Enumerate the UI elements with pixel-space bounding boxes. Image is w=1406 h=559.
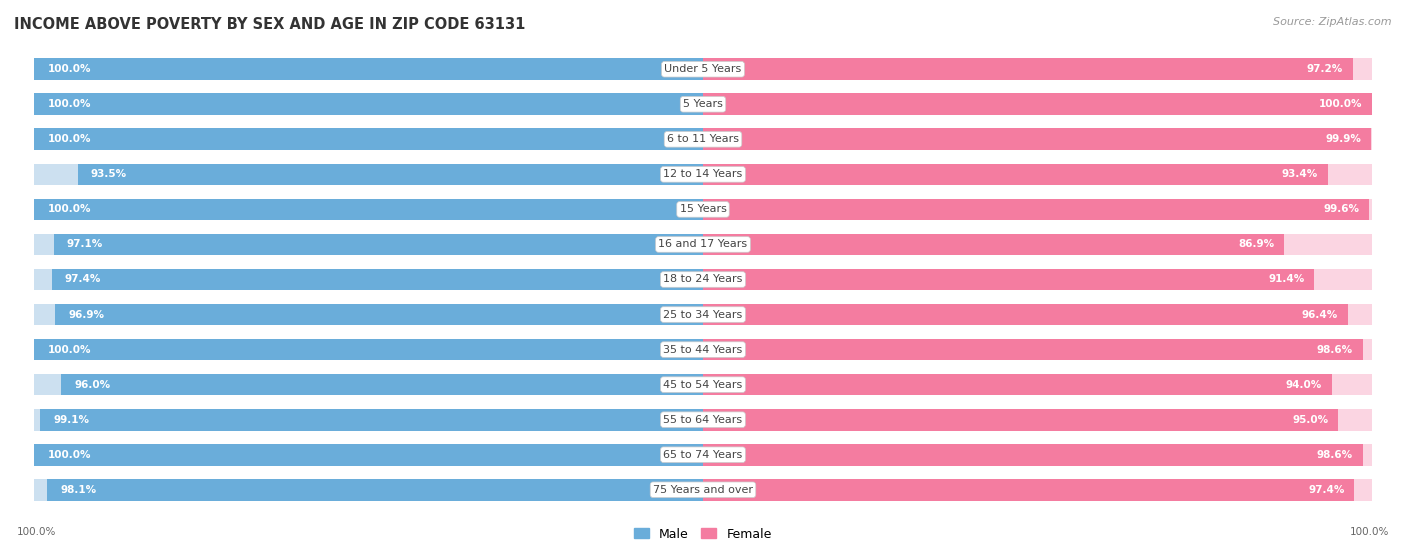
Bar — [703, 339, 1362, 361]
Bar — [703, 164, 1327, 185]
Bar — [34, 444, 703, 466]
Bar — [703, 234, 1372, 255]
Text: 5 Years: 5 Years — [683, 100, 723, 110]
Text: 6 to 11 Years: 6 to 11 Years — [666, 134, 740, 144]
Text: 100.0%: 100.0% — [1350, 527, 1389, 537]
Text: 16 and 17 Years: 16 and 17 Years — [658, 239, 748, 249]
Bar — [34, 58, 703, 80]
Bar — [703, 58, 1372, 80]
Text: 45 to 54 Years: 45 to 54 Years — [664, 380, 742, 390]
Bar — [34, 234, 703, 255]
Legend: Male, Female: Male, Female — [630, 523, 776, 546]
Bar — [53, 234, 703, 255]
Text: 99.6%: 99.6% — [1323, 205, 1360, 215]
Bar — [34, 129, 703, 150]
Text: 97.1%: 97.1% — [67, 239, 103, 249]
Bar — [703, 198, 1369, 220]
Bar — [703, 93, 1372, 115]
Bar — [34, 164, 703, 185]
Text: 93.5%: 93.5% — [91, 169, 127, 179]
Bar — [703, 269, 1315, 290]
Bar — [703, 444, 1372, 466]
Text: 97.4%: 97.4% — [65, 274, 101, 285]
Bar — [34, 198, 703, 220]
Bar — [46, 479, 703, 501]
Text: 25 to 34 Years: 25 to 34 Years — [664, 310, 742, 320]
Text: 100.0%: 100.0% — [1319, 100, 1362, 110]
Bar — [52, 269, 703, 290]
Bar — [34, 339, 703, 361]
Bar — [703, 58, 1353, 80]
Text: 94.0%: 94.0% — [1285, 380, 1322, 390]
Bar — [77, 164, 703, 185]
Text: 96.0%: 96.0% — [75, 380, 111, 390]
Text: 100.0%: 100.0% — [48, 134, 91, 144]
Bar — [34, 93, 703, 115]
Text: 98.1%: 98.1% — [60, 485, 97, 495]
Bar — [703, 374, 1331, 395]
Bar — [34, 58, 703, 80]
Bar — [703, 409, 1372, 430]
Text: 15 Years: 15 Years — [679, 205, 727, 215]
Text: 97.4%: 97.4% — [1308, 485, 1344, 495]
Text: 100.0%: 100.0% — [48, 205, 91, 215]
Text: Under 5 Years: Under 5 Years — [665, 64, 741, 74]
Text: 100.0%: 100.0% — [48, 449, 91, 459]
Text: 100.0%: 100.0% — [48, 100, 91, 110]
Text: 97.2%: 97.2% — [1306, 64, 1343, 74]
Bar — [703, 479, 1372, 501]
Text: 99.1%: 99.1% — [53, 415, 90, 425]
Text: 86.9%: 86.9% — [1239, 239, 1274, 249]
Bar — [34, 93, 703, 115]
Bar — [703, 164, 1372, 185]
Bar — [60, 374, 703, 395]
Bar — [34, 339, 703, 361]
Text: 35 to 44 Years: 35 to 44 Years — [664, 344, 742, 354]
Bar — [34, 444, 703, 466]
Text: 96.4%: 96.4% — [1302, 310, 1337, 320]
Text: 99.9%: 99.9% — [1326, 134, 1361, 144]
Bar — [703, 304, 1372, 325]
Text: 91.4%: 91.4% — [1268, 274, 1305, 285]
Text: 100.0%: 100.0% — [48, 64, 91, 74]
Bar — [55, 304, 703, 325]
Bar — [703, 339, 1372, 361]
Bar — [34, 198, 703, 220]
Text: 65 to 74 Years: 65 to 74 Years — [664, 449, 742, 459]
Bar — [703, 374, 1372, 395]
Bar — [34, 374, 703, 395]
Text: 18 to 24 Years: 18 to 24 Years — [664, 274, 742, 285]
Text: INCOME ABOVE POVERTY BY SEX AND AGE IN ZIP CODE 63131: INCOME ABOVE POVERTY BY SEX AND AGE IN Z… — [14, 17, 526, 32]
Text: 12 to 14 Years: 12 to 14 Years — [664, 169, 742, 179]
Text: 100.0%: 100.0% — [48, 344, 91, 354]
Text: 98.6%: 98.6% — [1316, 344, 1353, 354]
Bar — [34, 129, 703, 150]
Bar — [703, 129, 1371, 150]
Bar — [34, 479, 703, 501]
Text: 55 to 64 Years: 55 to 64 Years — [664, 415, 742, 425]
Text: 93.4%: 93.4% — [1281, 169, 1317, 179]
Bar — [703, 234, 1284, 255]
Bar — [34, 304, 703, 325]
Text: Source: ZipAtlas.com: Source: ZipAtlas.com — [1274, 17, 1392, 27]
Bar — [703, 479, 1354, 501]
Bar — [703, 304, 1348, 325]
Bar — [41, 409, 703, 430]
Bar — [703, 409, 1339, 430]
Bar — [703, 93, 1372, 115]
Text: 95.0%: 95.0% — [1292, 415, 1329, 425]
Bar — [34, 269, 703, 290]
Bar — [703, 444, 1362, 466]
Text: 96.9%: 96.9% — [69, 310, 104, 320]
Bar — [703, 198, 1372, 220]
Bar — [703, 269, 1372, 290]
Text: 100.0%: 100.0% — [17, 527, 56, 537]
Text: 98.6%: 98.6% — [1316, 449, 1353, 459]
Text: 75 Years and over: 75 Years and over — [652, 485, 754, 495]
Bar — [703, 129, 1372, 150]
Bar — [34, 409, 703, 430]
